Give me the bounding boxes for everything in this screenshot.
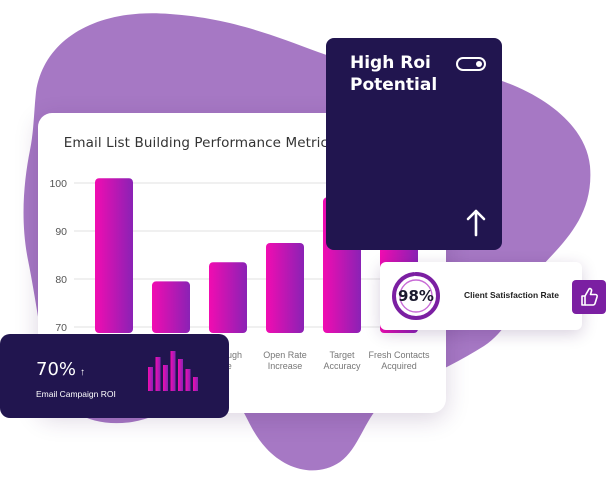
y-tick-label: 90 bbox=[55, 226, 67, 238]
roi-title: High Roi Potential bbox=[350, 53, 438, 95]
roi-toggle[interactable] bbox=[456, 57, 486, 71]
x-tick-label: Target bbox=[329, 350, 355, 360]
bar bbox=[266, 243, 304, 333]
satisfaction-label: Client Satisfaction Rate bbox=[464, 290, 559, 300]
thumbs-up-button[interactable] bbox=[572, 280, 606, 314]
up-arrow-icon bbox=[466, 209, 486, 237]
toggle-knob bbox=[476, 61, 482, 67]
campaign-arrow-icon: ↑ bbox=[80, 367, 85, 378]
x-tick-label: Fresh Contacts bbox=[368, 350, 430, 360]
satisfaction-card: 98% Client Satisfaction Rate bbox=[380, 262, 582, 330]
mini-bar bbox=[155, 357, 161, 391]
bar bbox=[209, 262, 247, 333]
x-tick-label: Open Rate bbox=[263, 350, 307, 360]
y-tick-label: 80 bbox=[55, 274, 67, 286]
mini-bar bbox=[185, 369, 191, 391]
mini-bar bbox=[163, 365, 168, 391]
bar bbox=[152, 281, 190, 333]
bar bbox=[95, 178, 133, 333]
mini-bar-chart bbox=[148, 351, 198, 391]
x-tick-label: Accuracy bbox=[323, 361, 361, 371]
y-tick-label: 70 bbox=[55, 322, 67, 334]
y-tick-label: 100 bbox=[49, 178, 67, 190]
roi-card: High Roi Potential bbox=[326, 38, 502, 250]
campaign-value: 70% bbox=[36, 359, 77, 380]
mini-bar bbox=[193, 377, 198, 391]
campaign-card: 70% ↑ Email Campaign ROI bbox=[0, 334, 229, 418]
x-tick-label: Increase bbox=[268, 361, 303, 371]
mini-bar bbox=[178, 359, 183, 391]
mini-bar bbox=[148, 367, 153, 391]
thumbs-up-icon bbox=[581, 287, 598, 306]
satisfaction-gauge bbox=[392, 272, 440, 320]
x-tick-label: Acquired bbox=[381, 361, 417, 371]
campaign-label: Email Campaign ROI bbox=[36, 389, 116, 399]
satisfaction-value: 98% bbox=[398, 287, 434, 305]
mini-bar bbox=[170, 351, 176, 391]
